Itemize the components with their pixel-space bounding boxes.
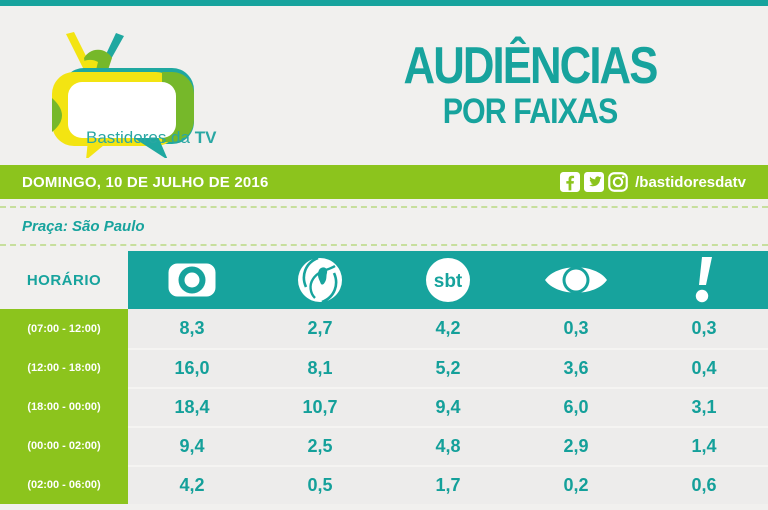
time-slot-label: (00:00 - 02:00) [0, 426, 128, 465]
rating-value: 0,3 [512, 309, 640, 348]
rating-value: 2,9 [512, 426, 640, 465]
time-slot-label: (07:00 - 12:00) [0, 309, 128, 348]
bastidores-da-tv-logo [22, 18, 222, 160]
rating-value: 4,8 [384, 426, 512, 465]
rating-value: 16,0 [128, 348, 256, 387]
svg-text:sbt: sbt [434, 271, 463, 292]
globo-logo-icon [168, 263, 216, 297]
band-logo-icon [545, 266, 607, 294]
date-bar: DOMINGO, 10 DE JULHO DE 2016 /bastidores… [0, 165, 768, 199]
time-slot-label: (02:00 - 06:00) [0, 465, 128, 504]
rating-value: 0,2 [512, 465, 640, 504]
network-header-sbt: sbt [384, 251, 512, 309]
twitter-icon [584, 172, 605, 192]
redetv-logo-icon [695, 257, 712, 303]
title-line-2: POR FAIXAS [442, 91, 619, 131]
network-header-band [512, 251, 640, 309]
rating-value: 18,4 [128, 387, 256, 426]
record-logo-icon [298, 257, 342, 303]
rating-value: 9,4 [128, 426, 256, 465]
rating-value: 5,2 [384, 348, 512, 387]
rating-value: 4,2 [384, 309, 512, 348]
table-row: (12:00 - 18:00) 16,0 8,1 5,2 3,6 0,4 [0, 348, 768, 387]
location-label: Praça: São Paulo [22, 217, 145, 235]
date-label: DOMINGO, 10 DE JULHO DE 2016 [22, 173, 269, 191]
logo-text: Bastidores da [86, 128, 195, 147]
table-header: HORÁRIO sbt [0, 251, 768, 309]
network-header-globo [128, 251, 256, 309]
title-line-1: AUDIÊNCIAS [403, 35, 659, 95]
sbt-logo-icon: sbt [426, 258, 470, 302]
top-accent-bar [0, 0, 768, 6]
network-header-redetv [640, 251, 768, 309]
social-handle: /bastidoresdatv [635, 173, 746, 191]
table-row: (02:00 - 06:00) 4,2 0,5 1,7 0,2 0,6 [0, 465, 768, 504]
network-header-record [256, 251, 384, 309]
rating-value: 2,5 [256, 426, 384, 465]
location-strip: Praça: São Paulo [0, 206, 768, 246]
table-row: (07:00 - 12:00) 8,3 2,7 4,2 0,3 0,3 [0, 309, 768, 348]
rating-value: 8,3 [128, 309, 256, 348]
table-row: (00:00 - 02:00) 9,4 2,5 4,8 2,9 1,4 [0, 426, 768, 465]
page-title: AUDIÊNCIAS POR FAIXAS [340, 35, 720, 131]
table-row: (18:00 - 00:00) 18,4 10,7 9,4 6,0 3,1 [0, 387, 768, 426]
time-column-header: HORÁRIO [0, 251, 128, 309]
rating-value: 2,7 [256, 309, 384, 348]
rating-value: 10,7 [256, 387, 384, 426]
rating-value: 0,3 [640, 309, 768, 348]
table-body: (07:00 - 12:00) 8,3 2,7 4,2 0,3 0,3 (12:00 - 1… [0, 309, 768, 504]
rating-value: 0,5 [256, 465, 384, 504]
rating-value: 0,4 [640, 348, 768, 387]
rating-value: 3,1 [640, 387, 768, 426]
rating-value: 6,0 [512, 387, 640, 426]
time-slot-label: (18:00 - 00:00) [0, 387, 128, 426]
facebook-icon [560, 172, 581, 192]
rating-value: 1,4 [640, 426, 768, 465]
tv-logo-icon [52, 32, 194, 160]
social-links: /bastidoresdatv [560, 172, 746, 192]
page-header: Bastidores da TV AUDIÊNCIAS POR FAIXAS [0, 6, 768, 165]
time-slot-label: (12:00 - 18:00) [0, 348, 128, 387]
rating-value: 9,4 [384, 387, 512, 426]
logo-wordmark: Bastidores da TV [86, 128, 216, 148]
rating-value: 4,2 [128, 465, 256, 504]
rating-value: 1,7 [384, 465, 512, 504]
instagram-icon [608, 172, 628, 192]
logo-text-bold: TV [194, 128, 217, 147]
ratings-table: HORÁRIO sbt [0, 251, 768, 504]
rating-value: 0,6 [640, 465, 768, 504]
rating-value: 8,1 [256, 348, 384, 387]
rating-value: 3,6 [512, 348, 640, 387]
